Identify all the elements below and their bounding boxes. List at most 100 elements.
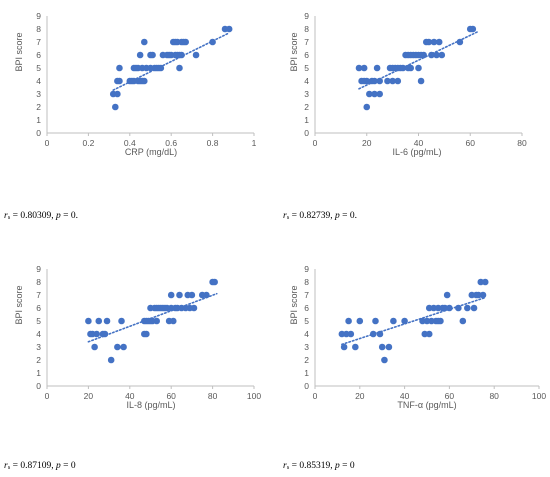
correlation-stat-tnf-alpha: rs = 0.85319, p = 0 [283, 461, 355, 471]
data-point [116, 77, 123, 85]
y-tick-label: 2 [304, 355, 309, 365]
data-point [407, 64, 415, 72]
y-tick-label: 7 [36, 37, 41, 47]
x-tick-label: 40 [414, 138, 424, 148]
x-tick-label: 40 [400, 391, 410, 401]
data-point [376, 90, 383, 98]
x-tick-label: 60 [466, 138, 476, 148]
data-point [120, 343, 127, 351]
data-point [91, 343, 98, 351]
data-point [371, 90, 378, 98]
x-tick-label: 0 [45, 391, 50, 401]
y-tick-label: 0 [304, 128, 309, 138]
data-point [169, 317, 177, 325]
data-point [176, 64, 183, 72]
y-axis-label: BPI score [289, 32, 299, 71]
y-tick-label: 7 [304, 37, 309, 47]
data-point [385, 343, 393, 351]
data-point [107, 356, 115, 364]
data-point [446, 304, 453, 312]
y-tick-label: 1 [36, 115, 41, 125]
data-point [425, 330, 433, 338]
y-tick-label: 8 [36, 24, 41, 34]
data-point [143, 330, 150, 338]
data-point [178, 51, 185, 59]
y-tick-label: 0 [304, 381, 309, 391]
y-tick-label: 5 [36, 316, 41, 326]
x-axis-label: TNF-α (pg/mL) [397, 400, 456, 410]
data-point [438, 51, 446, 59]
data-point [188, 291, 196, 299]
x-tick-label: 20 [355, 391, 365, 401]
data-point [481, 278, 489, 286]
x-axis-label: IL-6 (pg/mL) [392, 147, 441, 157]
y-axis-label: BPI score [289, 285, 299, 324]
y-tick-label: 5 [304, 316, 309, 326]
data-point [95, 317, 103, 325]
data-point [140, 38, 148, 46]
data-point [443, 291, 451, 299]
data-point [479, 291, 487, 299]
y-tick-label: 8 [304, 277, 309, 287]
y-tick-label: 6 [36, 50, 41, 60]
x-tick-label: 0.8 [207, 138, 219, 148]
data-point [225, 25, 233, 33]
x-tick-label: 80 [489, 391, 499, 401]
data-point [167, 291, 175, 299]
data-point [352, 343, 359, 351]
y-axis-label: BPI score [14, 285, 24, 324]
data-point [430, 38, 438, 46]
data-point [425, 38, 433, 46]
y-tick-label: 3 [304, 89, 309, 99]
y-tick-label: 2 [304, 102, 309, 112]
correlation-stat-il6: rs = 0.82739, p = 0. [283, 211, 357, 221]
data-point [401, 317, 408, 325]
data-point [371, 77, 378, 85]
y-tick-label: 4 [304, 329, 309, 339]
y-tick-label: 3 [304, 342, 309, 352]
y-tick-label: 1 [304, 368, 309, 378]
data-point [136, 51, 144, 59]
data-point [85, 317, 92, 325]
y-tick-label: 9 [36, 11, 41, 21]
x-tick-label: 100 [532, 391, 546, 401]
x-tick-label: 0 [313, 138, 318, 148]
data-point [394, 77, 402, 85]
data-point [399, 64, 407, 72]
data-point [112, 103, 119, 111]
y-tick-label: 4 [36, 329, 41, 339]
y-tick-label: 1 [304, 115, 309, 125]
y-tick-label: 5 [36, 63, 41, 73]
x-tick-label: 80 [517, 138, 527, 148]
data-point [376, 77, 383, 85]
y-tick-label: 3 [36, 89, 41, 99]
scatter-chart-tnf-alpha: BPI score TNF-α (pg/mL) 0 1 2 3 4 5 6 7 8 9 0 20 40 6… [289, 264, 546, 410]
data-point [363, 77, 371, 85]
x-tick-label: 60 [445, 391, 455, 401]
data-point [176, 291, 183, 299]
data-point [376, 330, 384, 338]
y-tick-label: 4 [304, 76, 309, 86]
correlation-stat-crp: rs = 0.80309, p = 0. [4, 211, 78, 221]
data-point [389, 77, 396, 85]
y-tick-label: 6 [36, 303, 41, 313]
data-point [464, 304, 471, 312]
data-point [456, 38, 464, 46]
data-point [415, 64, 422, 72]
y-tick-label: 0 [36, 381, 41, 391]
data-point [384, 77, 391, 85]
data-point [428, 51, 435, 59]
y-tick-label: 9 [304, 264, 309, 274]
y-tick-label: 7 [36, 290, 41, 300]
trendline [341, 296, 487, 346]
data-point [340, 343, 348, 351]
x-tick-label: 0.2 [82, 138, 94, 148]
y-tick-label: 8 [36, 277, 41, 287]
data-point [157, 64, 165, 72]
data-point [118, 317, 125, 325]
y-tick-label: 2 [36, 355, 41, 365]
data-point [345, 317, 352, 325]
data-point [203, 291, 210, 299]
y-tick-label: 8 [304, 24, 309, 34]
data-point [469, 25, 477, 33]
